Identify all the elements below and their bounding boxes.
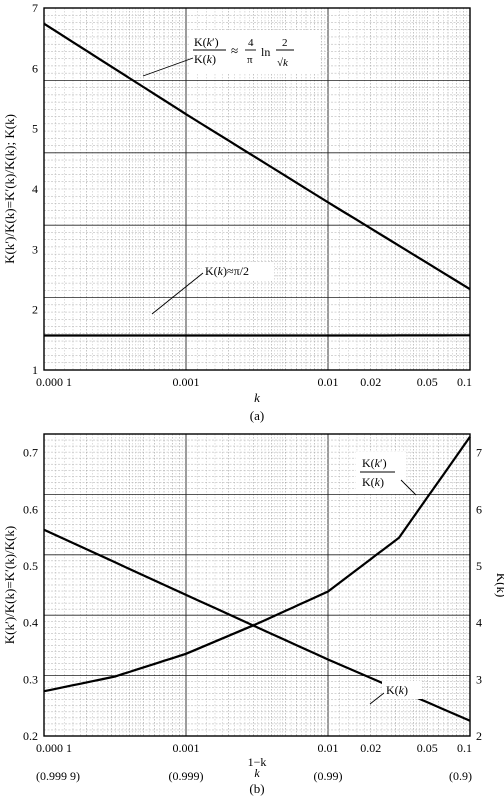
plot-frame-b [43, 433, 471, 737]
y2-tick-label: 7 [476, 446, 482, 460]
y-tick-label: 3 [32, 242, 38, 256]
svg-text:K(k′): K(k′) [362, 456, 387, 470]
x-axis-label-secondary-b: k [254, 766, 260, 780]
x-tick-label: 0.1 [457, 375, 472, 389]
y2-tick-label: 4 [476, 616, 482, 630]
y-tick-label: 0.7 [23, 446, 38, 460]
series-line-a-0 [43, 22, 471, 291]
y-tick-label: 0.2 [23, 729, 38, 743]
annotation-kk-curve: K(k) [369, 681, 422, 705]
y2-tick-label: 3 [476, 672, 482, 686]
x-tick-label-secondary: (0.99) [314, 769, 343, 783]
svg-text:ln: ln [261, 45, 270, 59]
annotation-ratio-curve: K(k′) K(k) [356, 452, 417, 496]
y-tick-label: 0.4 [23, 616, 38, 630]
y-tick-label: 1 [32, 363, 38, 377]
svg-text:√k: √k [277, 57, 289, 69]
y-tick-labels-a: 1 2 3 4 5 6 7 [32, 1, 38, 377]
y2-tick-label: 6 [476, 502, 482, 516]
x-tick-label-secondary: (0.999) [169, 769, 204, 783]
x-tick-labels-a: 0.000 1 0.001 0.01 0.02 0.05 0.1 [36, 375, 472, 389]
y2-tick-labels-b: 2 3 4 5 6 7 [476, 446, 482, 743]
annotation-constant-value: K(k)≈π/2 [151, 262, 274, 315]
svg-text:2: 2 [282, 37, 288, 49]
x-tick-label: 0.01 [318, 741, 339, 755]
x-tick-label: 0.001 [173, 375, 200, 389]
y-axis-label-a: K(k′)/K(k)=K′(k)/K(k); K(k) [2, 114, 17, 264]
series-group-a [43, 22, 471, 337]
svg-text:≈: ≈ [231, 43, 238, 58]
x-tick-label: 0.000 1 [36, 375, 72, 389]
y-tick-label: 0.5 [23, 559, 38, 573]
y-axis-label-b: K(k′)/K(k)=K′(k)/K(k) [2, 526, 17, 644]
series-line-b-1 [43, 436, 471, 693]
svg-text:K(k′): K(k′) [194, 35, 219, 49]
x-tick-label: 0.02 [360, 375, 381, 389]
x-tick-label-secondary: (0.9) [449, 769, 472, 783]
x-tick-label: 0.1 [457, 741, 472, 755]
x-tick-label: 0.01 [318, 375, 339, 389]
panel-label-b: (b) [249, 781, 264, 796]
y-tick-label: 6 [32, 61, 38, 75]
x-tick-label: 0.05 [417, 741, 438, 755]
y2-tick-label: 2 [476, 729, 482, 743]
svg-text:K(k): K(k) [194, 52, 216, 66]
x-tick-label: 0.05 [417, 375, 438, 389]
x-tick-label: 0.000 1 [36, 741, 72, 755]
x-tick-label: 0.02 [360, 741, 381, 755]
y2-axis-label-b: K(k) [494, 573, 504, 598]
x-axis-label-a: k [254, 390, 260, 405]
y-tick-label: 2 [32, 303, 38, 317]
x-tick-label: 0.001 [173, 741, 200, 755]
svg-text:4: 4 [248, 37, 254, 49]
svg-text:K(k): K(k) [386, 683, 408, 697]
svg-text:K(k)≈π/2: K(k)≈π/2 [205, 264, 249, 278]
panel-label-a: (a) [250, 408, 264, 423]
y-tick-label: 4 [32, 182, 38, 196]
x-tick-label-secondary: (0.999 9) [36, 769, 80, 783]
chart-panel-a: 1 2 3 4 5 6 7 0.000 1 0.001 0.01 0.02 0.05 0.1 K(k′… [2, 1, 472, 423]
x-axis-label-b: 1−k [248, 755, 267, 769]
y-tick-label: 0.3 [23, 672, 38, 686]
x-tick-labels-b: 0.000 1 0.001 0.01 0.02 0.05 0.1 [36, 741, 472, 755]
y-tick-label: 7 [32, 1, 38, 15]
y-tick-label: 5 [32, 122, 38, 136]
annotation-asymptotic-formula: K(k′) K(k) ≈ 4 π ln 2 √k [142, 30, 319, 77]
plot-frame-a [43, 7, 471, 371]
y-tick-labels-b: 0.2 0.3 0.4 0.5 0.6 0.7 [23, 446, 38, 743]
y-tick-label: 0.6 [23, 502, 38, 516]
x-tick-labels-secondary-b: (0.999 9) (0.999) (0.99) (0.9) [36, 769, 472, 783]
svg-text:K(k): K(k) [362, 475, 384, 489]
y2-tick-label: 5 [476, 559, 482, 573]
svg-text:π: π [247, 54, 253, 66]
gridlines-b [43, 433, 470, 737]
